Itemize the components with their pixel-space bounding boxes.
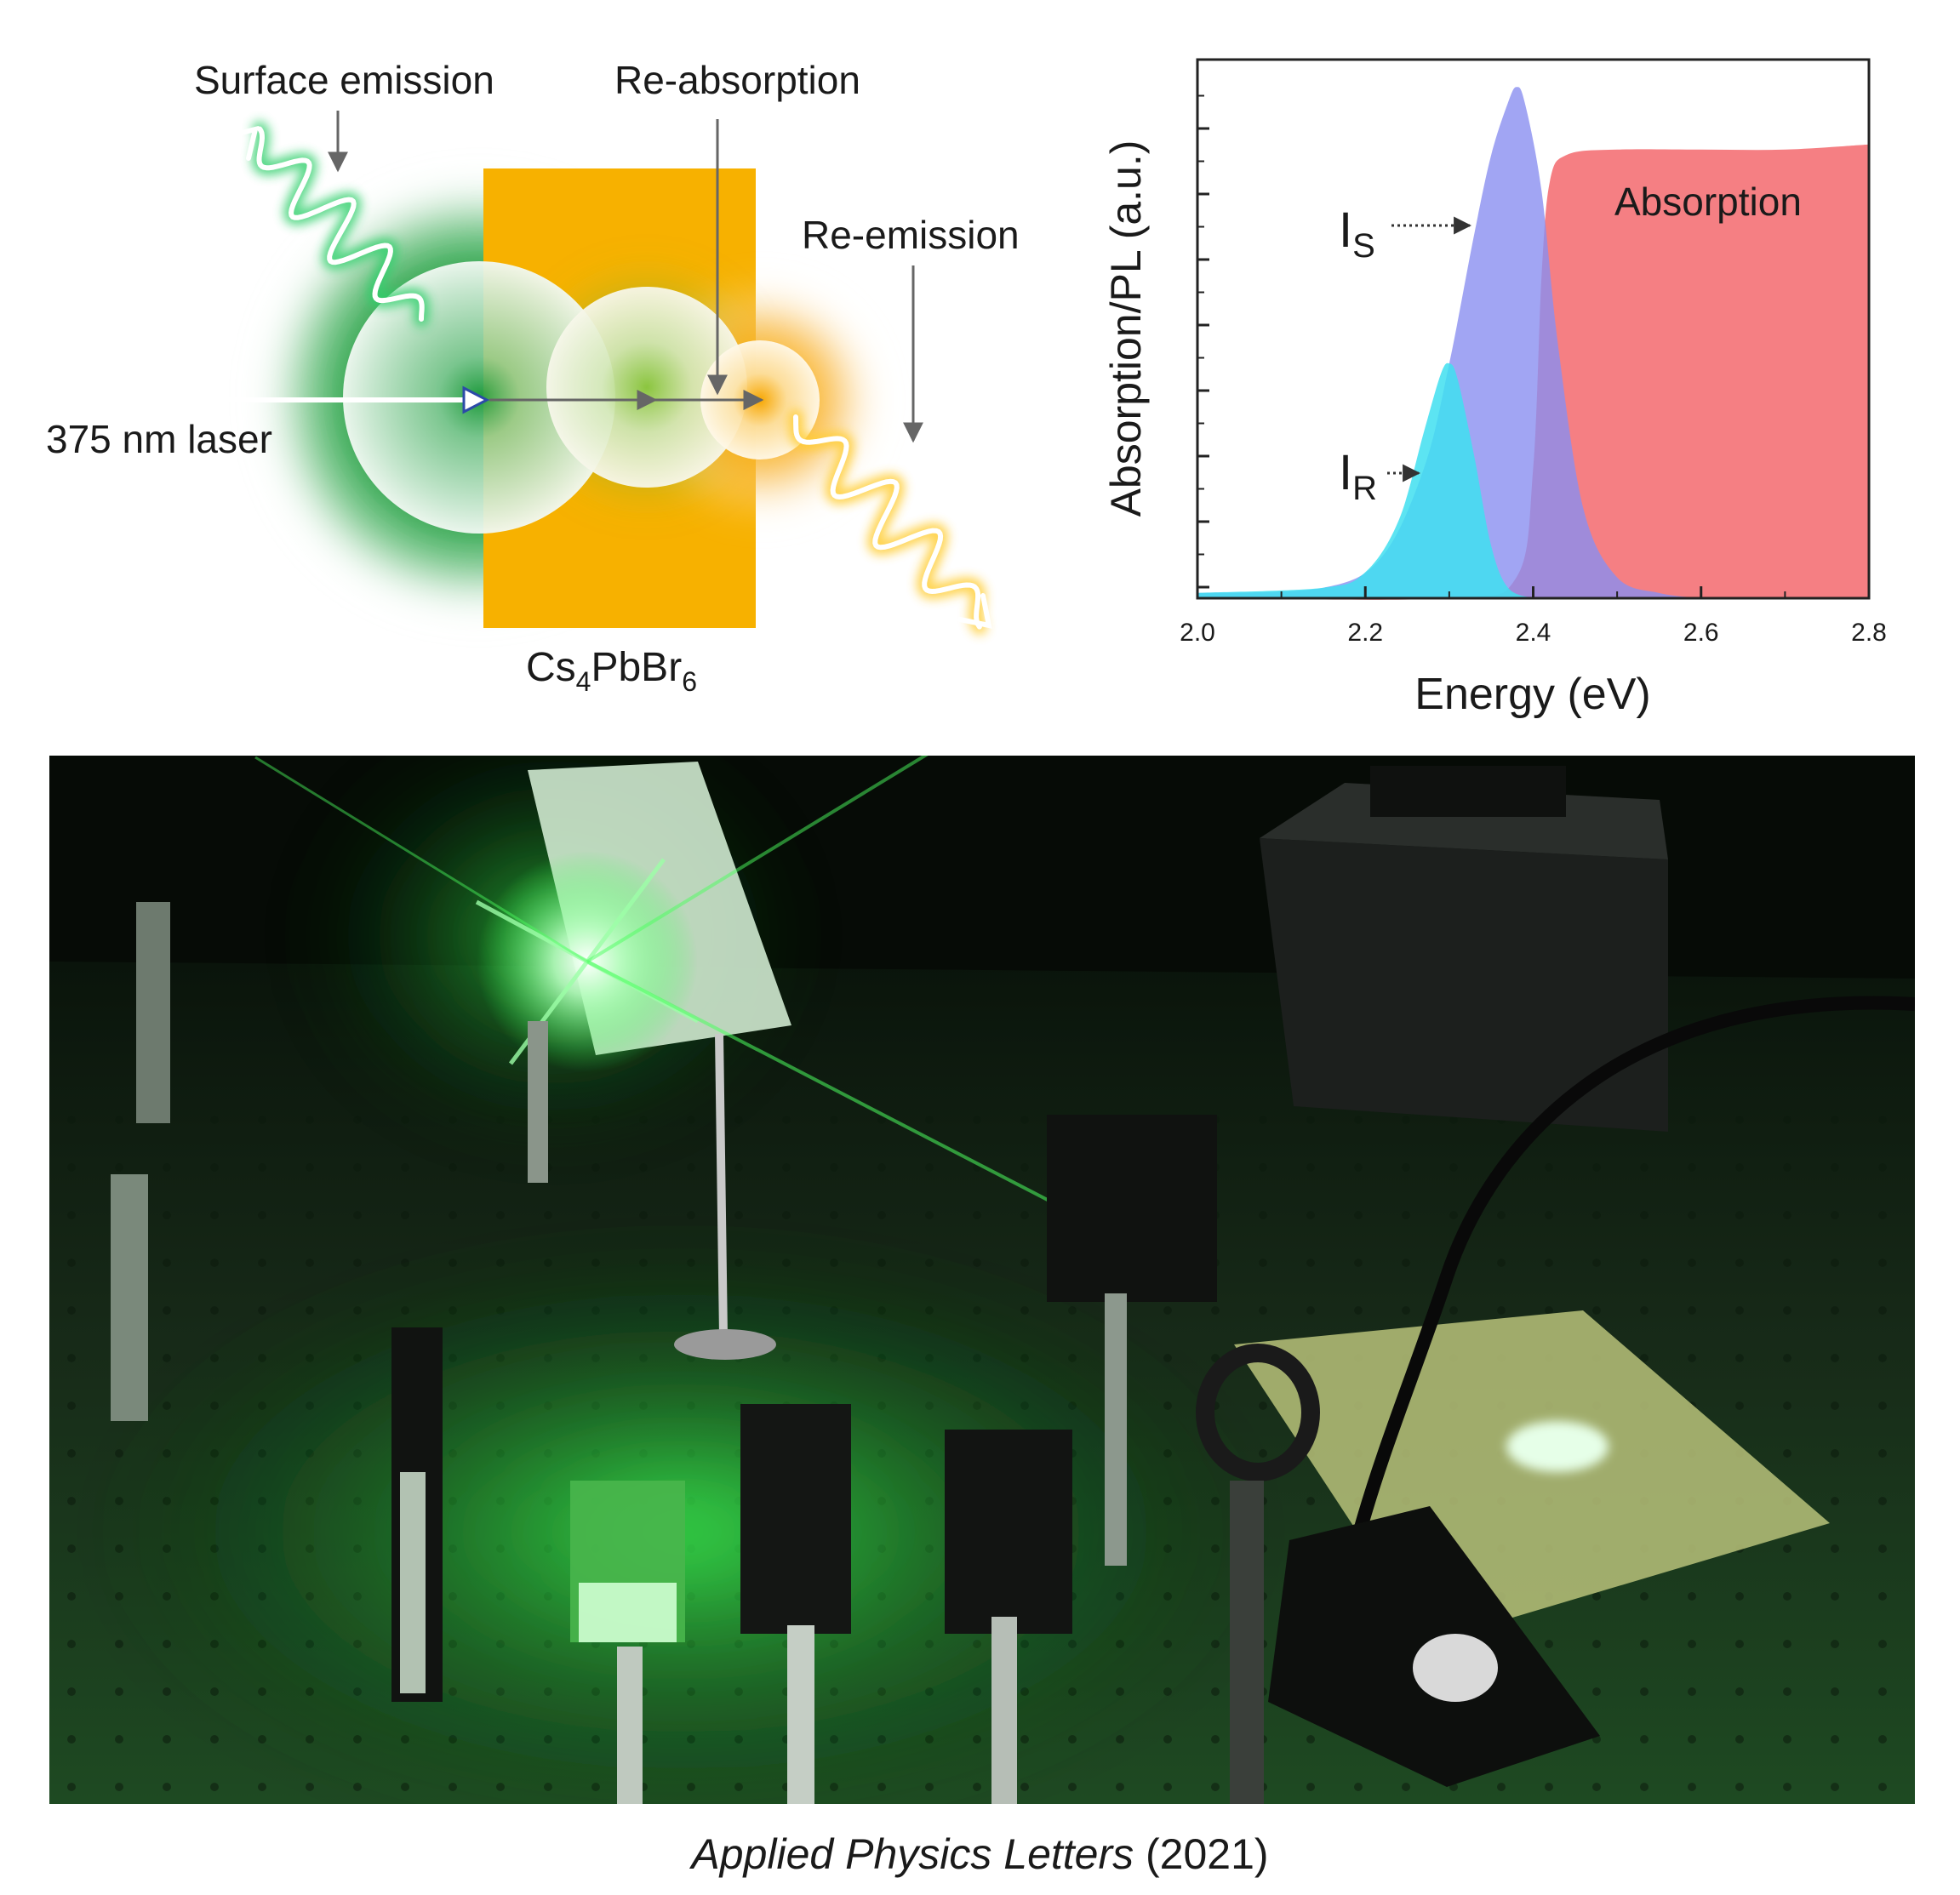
re-emission-wave xyxy=(788,409,992,635)
optic-post xyxy=(617,1647,643,1804)
post-base xyxy=(674,1329,776,1360)
absorption-pl-chart: 2.0 2.2 2.4 2.6 2.8 Energy (eV) Absorption/P… xyxy=(1102,58,1887,719)
re-emission-label: Re-emission xyxy=(802,213,1020,257)
ir-annotation: IR xyxy=(1339,445,1421,507)
optic-post xyxy=(1230,1481,1264,1804)
laser-module-label xyxy=(1413,1634,1498,1702)
absorption-annotation: Absorption xyxy=(1614,180,1802,224)
optic-ring xyxy=(1196,1344,1320,1481)
laser-arrow xyxy=(42,385,490,414)
optic-post xyxy=(111,1174,148,1421)
laser-beam xyxy=(254,756,588,963)
is-annotation: IS xyxy=(1339,203,1472,265)
optic-mount xyxy=(945,1430,1072,1634)
x-axis-label: Energy (eV) xyxy=(1414,670,1650,719)
publication-year: (2021) xyxy=(1146,1830,1269,1878)
x-tick-label: 2.2 xyxy=(1347,619,1383,647)
post xyxy=(715,1033,728,1337)
light-spot xyxy=(1506,1421,1609,1472)
optic-mount xyxy=(1047,1115,1217,1302)
series-i-s xyxy=(1197,87,1701,599)
laser-label: 375 nm laser xyxy=(46,417,272,461)
surface-emission-label: Surface emission xyxy=(194,58,494,102)
optic-post xyxy=(1105,1293,1127,1566)
reabsorption-spot xyxy=(546,287,747,488)
x-tick-label: 2.4 xyxy=(1516,619,1551,647)
optic-post xyxy=(528,1021,548,1183)
laser-beam xyxy=(586,960,1065,1210)
chart-series-layer xyxy=(1197,87,1869,600)
material-label: Cs4PbBr6 xyxy=(526,645,697,697)
figure-caption: Applied Physics Letters (2021) xyxy=(0,1829,1960,1879)
svg-text:IS: IS xyxy=(1339,203,1375,265)
x-tick-label: 2.6 xyxy=(1683,619,1719,647)
lab-photo xyxy=(49,756,1915,1804)
optic-post xyxy=(136,902,170,1123)
re-absorption-label: Re-absorption xyxy=(614,58,860,102)
chart-ticks: 2.0 2.2 2.4 2.6 2.8 xyxy=(1180,94,1887,647)
series-i-r xyxy=(1197,362,1534,598)
svg-text:IR: IR xyxy=(1339,445,1377,507)
optic-post xyxy=(400,1472,426,1693)
surface-emission-wave xyxy=(226,121,430,327)
optic-post xyxy=(991,1617,1017,1804)
optic-post xyxy=(787,1625,814,1804)
x-tick-label: 2.8 xyxy=(1851,619,1887,647)
optic-block xyxy=(579,1583,677,1642)
series-absorption xyxy=(1197,144,1869,600)
equipment-box xyxy=(1370,766,1566,817)
optic-mount xyxy=(740,1404,851,1634)
journal-name: Applied Physics Letters xyxy=(691,1830,1134,1878)
emission-diagram: Surface emission Re-absorption Re-emissi… xyxy=(42,58,1020,697)
x-tick-label: 2.0 xyxy=(1180,619,1215,647)
y-axis-label: Absorption/PL (a.u.) xyxy=(1102,140,1150,517)
equipment-box xyxy=(1260,838,1668,1132)
laser-beam xyxy=(586,756,929,963)
